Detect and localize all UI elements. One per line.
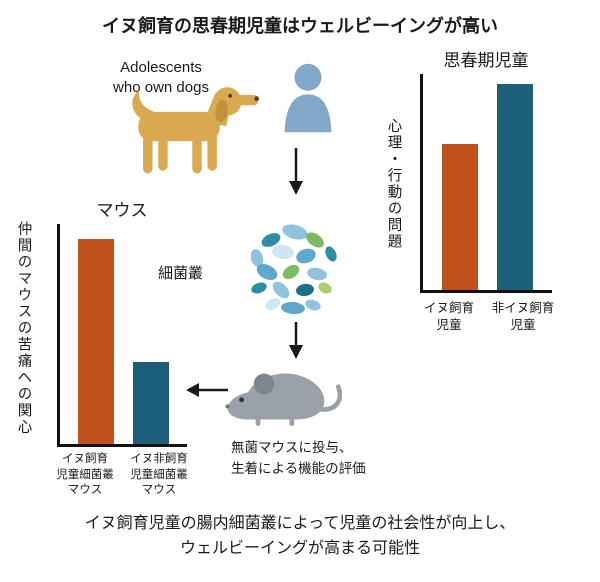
figure-caption: イヌ飼育児童の腸内細菌叢によって児童の社会性が向上し、 ウェルビーイングが高まる… <box>84 515 516 557</box>
bar-non-dog-owning-children <box>497 83 533 290</box>
mouse-chart-plot <box>57 224 187 447</box>
mouse-note: 無菌マウスに投与、 生着による機能の評価 <box>231 440 366 476</box>
mouse-chart-y-axis-label: 仲間のマウスの苦痛への関心 <box>15 220 32 436</box>
bar-non-dog-owner-microbiome-mouse <box>132 361 169 444</box>
arrow-down-icon <box>289 322 303 359</box>
microbiome-label: 細菌叢 <box>158 265 204 282</box>
microbiome-icon <box>250 224 337 315</box>
bar-dog-owner-microbiome-mouse <box>78 239 115 444</box>
adolescents-label: Adolescents who own dogs <box>113 59 209 96</box>
category-label: 非イヌ飼育 児童 <box>491 301 555 332</box>
category-label: イヌ非飼育 児童細菌叢 マウス <box>130 453 188 497</box>
figure-title: イヌ飼育の思春期児童はウェルビーイングが高い <box>102 16 498 36</box>
mouse-chart-title: マウス <box>96 201 148 220</box>
adolescent-chart-y-axis-label: 心理・行動の問題 <box>385 118 402 250</box>
arrow-left-icon <box>186 383 228 397</box>
category-label: イヌ飼育 児童細菌叢 マウス <box>56 453 114 497</box>
adolescent-chart-categories: イヌ飼育 児童 非イヌ飼育 児童 <box>412 300 560 334</box>
category-label: イヌ飼育 児童 <box>423 301 474 332</box>
adolescent-chart-title: 思春期児童 <box>443 51 529 70</box>
person-icon <box>284 63 332 133</box>
arrow-down-icon <box>289 148 303 195</box>
dog-icon <box>132 87 260 174</box>
bar-dog-owning-children <box>442 144 478 290</box>
mouse-icon <box>225 373 342 427</box>
mouse-chart-categories: イヌ飼育 児童細菌叢 マウス イヌ非飼育 児童細菌叢 マウス <box>48 452 196 499</box>
adolescent-chart-plot <box>420 74 552 293</box>
